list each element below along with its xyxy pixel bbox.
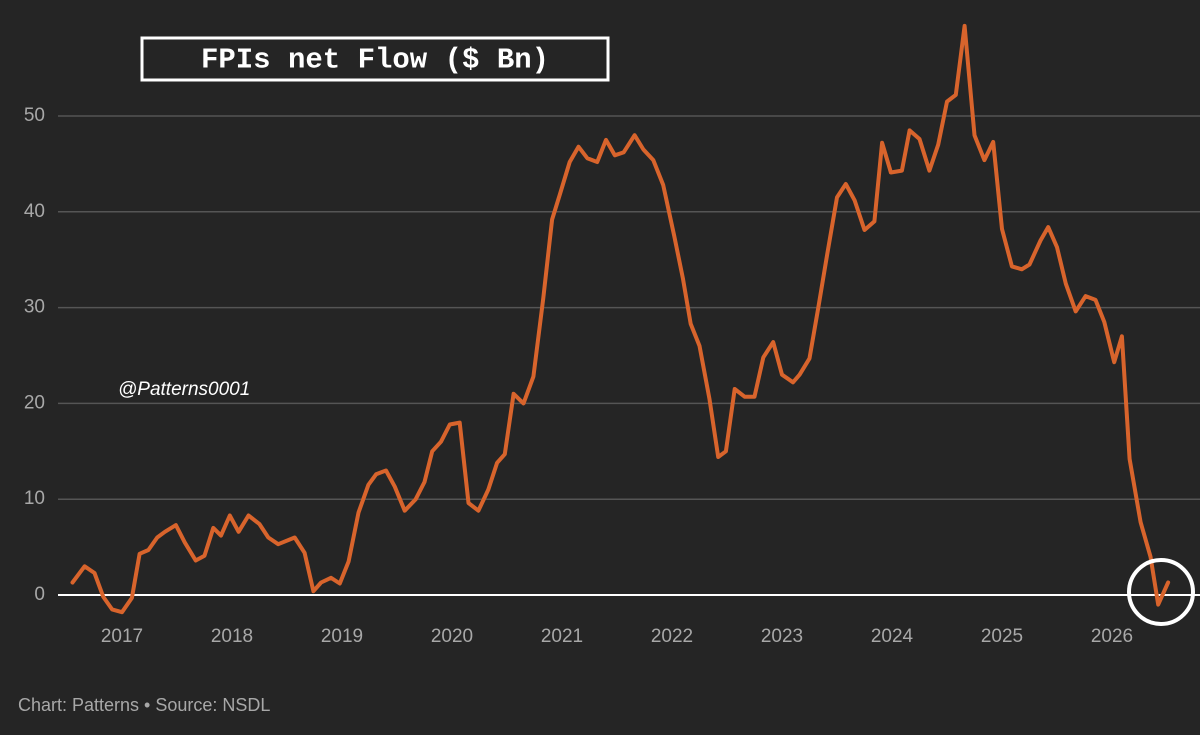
x-tick-label: 2020 [431, 626, 473, 647]
y-tick-label: 30 [24, 297, 45, 318]
x-tick-label: 2017 [101, 626, 143, 647]
x-tick-label: 2019 [321, 626, 363, 647]
plot [70, 23, 1171, 615]
highlight-circle [1127, 558, 1195, 626]
x-tick-label: 2022 [651, 626, 693, 647]
x-tick-label: 2021 [541, 626, 583, 647]
y-tick-label: 20 [24, 392, 45, 413]
y-tick-label: 40 [24, 201, 45, 222]
title-box [140, 36, 610, 82]
x-tick-label: 2026 [1091, 626, 1133, 647]
chart-title: FPIs net Flow ($ Bn) [201, 44, 549, 77]
x-tick-label: 2025 [981, 626, 1023, 647]
x-tick-label: 2024 [871, 626, 914, 647]
source-note: Chart: Patterns • Source: NSDL [18, 695, 270, 715]
grid: 0 10 20 30 40 50 2017 2018 2019 2020 2021 2022 2023 2… [24, 105, 1200, 647]
y-tick-label: 10 [24, 488, 45, 509]
y-tick-label: 50 [24, 105, 45, 126]
data-line [70, 23, 1171, 615]
x-tick-label: 2023 [761, 626, 803, 647]
watermark: @Patterns0001 [118, 379, 250, 400]
y-tick-label: 0 [34, 584, 45, 605]
x-tick-label: 2018 [211, 626, 253, 647]
